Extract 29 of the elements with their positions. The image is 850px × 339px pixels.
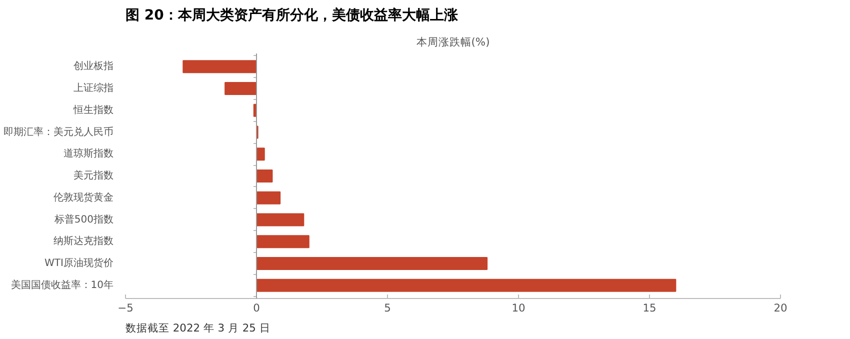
y-tick-label: 美元指数 [74,170,114,182]
chart-title: 图 20：本周大类资产有所分化，美债收益率大幅上涨 [126,6,459,24]
y-tick-label: 即期汇率：美元兑人民币 [4,126,114,138]
text: 数据截至 2022 年 3 月 25 日 [126,322,270,334]
bar [256,213,304,226]
chart-subtitle: 本周涨跌幅(%) [416,36,490,48]
bar [256,191,281,204]
y-tick-label: WTI原油现货价 [44,257,114,269]
x-tick-label: 0 [253,302,260,314]
x-tick-label: 10 [512,302,526,314]
x-tick-label: 20 [774,302,788,314]
y-tick-label: 恒生指数 [72,104,114,116]
y-tick-label: 标普500指数 [53,213,114,226]
bar [256,235,310,248]
y-tick-label: 创业板指 [74,60,114,72]
bar [256,278,676,292]
bar [256,256,488,270]
y-tick-label: 伦敦现货黄金 [54,191,114,204]
bar [256,148,265,161]
y-tick-label: 上证综指 [74,82,114,94]
bar [182,60,257,74]
y-tick-label: 纳斯达克指数 [54,235,114,248]
y-tick-label: 道琼斯指数 [64,148,114,160]
bar [256,169,273,183]
bar [224,82,257,96]
x-tick-label: 15 [642,302,656,314]
y-tick-label: 美国国债收益率：10年 [10,278,114,291]
x-tick-label: −5 [118,302,134,314]
x-tick-label: 5 [384,302,391,314]
